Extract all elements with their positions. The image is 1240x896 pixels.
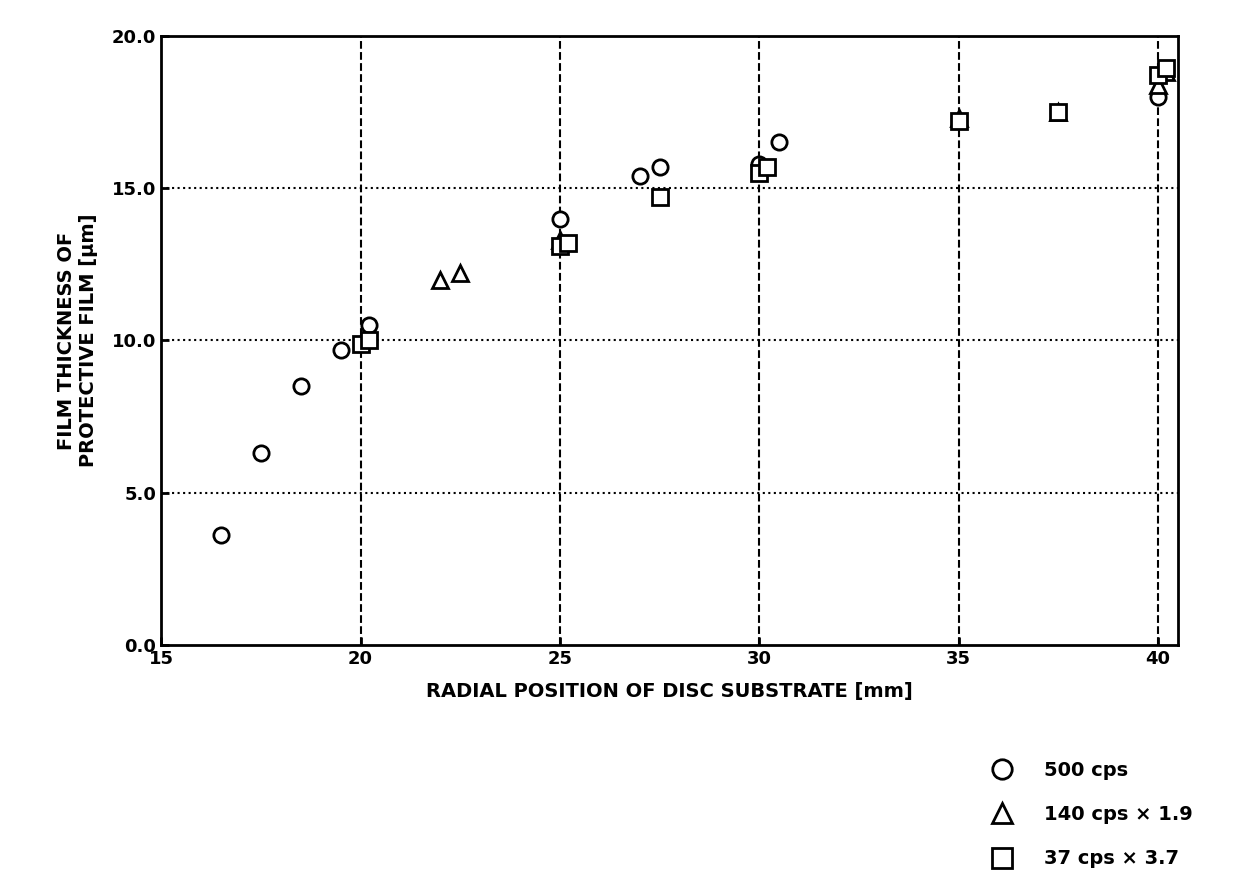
Y-axis label: FILM THICKNESS OF
PROTECTIVE FILM [μm]: FILM THICKNESS OF PROTECTIVE FILM [μm]: [57, 214, 98, 467]
X-axis label: RADIAL POSITION OF DISC SUBSTRATE [mm]: RADIAL POSITION OF DISC SUBSTRATE [mm]: [427, 682, 913, 701]
Legend: 500 cps, 140 cps × 1.9, 37 cps × 3.7: 500 cps, 140 cps × 1.9, 37 cps × 3.7: [982, 761, 1193, 868]
